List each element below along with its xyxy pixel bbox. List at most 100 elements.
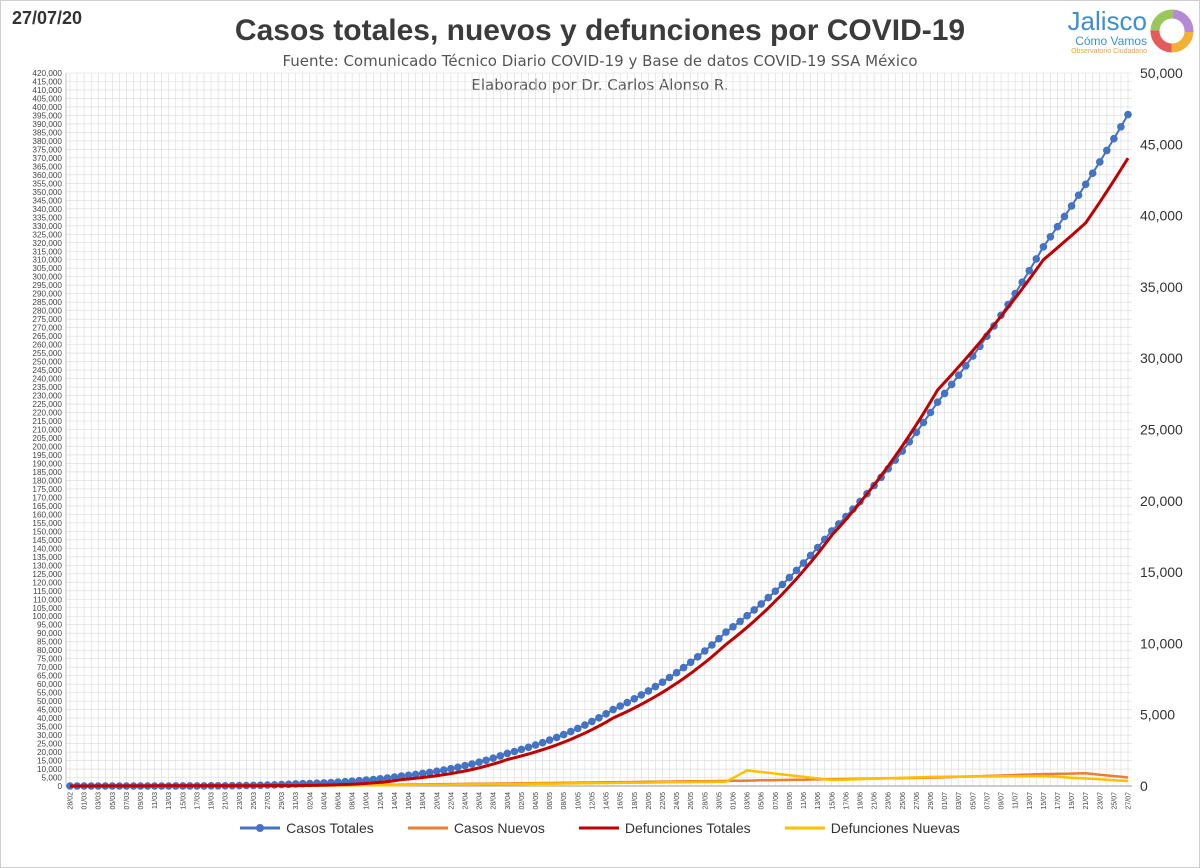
y-left-tick-label: 260,000 [32,341,62,350]
casos-totales-point [792,566,801,575]
x-tick-label: 28/05 [702,792,709,810]
x-tick-label: 03/07 [956,792,963,810]
x-tick-label: 14/04 [392,792,399,810]
x-tick-label: 02/05 [519,792,526,810]
casos-totales-point [1074,191,1083,199]
y-left-tick-label: 140,000 [32,544,62,553]
legend-defunciones-nuevas: Defunciones Nuevas [784,820,960,836]
y-left-tick-label: 305,000 [32,264,62,273]
casos-totales-point [701,647,709,655]
x-tick-label: 27/07 [1126,792,1133,810]
y-left-tick-label: 285,000 [32,298,62,307]
y-left-tick-label: 5,000 [42,774,63,783]
y-left-tick-label: 295,000 [32,281,62,290]
casos-totales-point [454,763,462,772]
y-left-tick-label: 340,000 [32,205,62,214]
y-left-tick-label: 360,000 [32,171,62,180]
legend-casos-totales-label: Casos Totales [286,820,374,836]
casos-totales-point [595,714,603,722]
x-tick-label: 06/05 [547,792,554,810]
casos-totales-point [482,756,490,765]
x-tick-label: 03/06 [745,792,752,810]
casos-totales-point [679,663,688,672]
x-tick-label: 15/03 [180,792,187,810]
y-left-tick-label: 375,000 [32,145,62,154]
y-left-tick-label: 300,000 [32,273,62,282]
casos-totales-point [715,634,723,643]
x-tick-label: 28/02 [68,792,75,810]
y-left-tick-label: 320,000 [32,239,62,248]
legend-defunciones-totales-label: Defunciones Totales [624,820,751,836]
x-tick-label: 17/07 [1055,792,1062,810]
x-tick-label: 24/05 [674,792,681,810]
casos-totales-point [1110,134,1118,143]
x-tick-label: 09/03 [138,792,145,810]
y-left-tick-label: 35,000 [37,723,62,732]
x-tick-label: 23/07 [1097,792,1104,810]
y-left-tick-label: 80,000 [37,646,62,655]
casos-totales-point [503,749,512,758]
y-right-tick-label: 50,000 [1140,65,1183,81]
casos-totales-point [940,389,949,398]
y-left-tick-label: 310,000 [32,256,62,265]
y-left-tick-label: 195,000 [32,451,62,460]
x-tick-label: 17/06 [843,792,850,810]
y-left-tick-label: 135,000 [32,553,62,562]
x-tick-label: 26/05 [688,792,695,810]
y-left-tick-label: 335,000 [32,213,62,222]
casos-totales-point [693,653,702,661]
casos-totales-point [1060,212,1069,221]
x-tick-label: 08/04 [350,792,357,810]
x-tick-label: 16/04 [406,792,413,810]
casos-totales-point [736,617,744,626]
x-tick-label: 13/06 [815,792,822,810]
casos-totales-point [468,760,476,768]
y-left-tick-label: 130,000 [32,561,62,570]
y-right-tick-label: 45,000 [1140,136,1183,152]
x-tick-label: 22/04 [448,792,455,810]
x-tick-label: 28/04 [491,792,498,810]
y-left-tick-label: 180,000 [32,476,62,485]
chart-title: Casos totales, nuevos y defunciones por … [234,14,966,47]
casos-totales-point [602,710,610,718]
x-tick-label: 05/03 [110,792,117,810]
y-left-tick-label: 40,000 [37,714,62,723]
casos-totales-point [1088,169,1097,177]
x-tick-label: 10/04 [364,792,371,810]
casos-totales-point [665,673,674,682]
x-tick-label: 11/07 [1013,792,1020,809]
x-tick-label: 23/06 [886,792,893,810]
casos-totales-point [1081,180,1090,189]
x-tick-label: 10/05 [575,792,582,810]
casos-totales-point [912,428,921,437]
x-tick-label: 18/05 [632,792,639,810]
casos-totales-point [708,641,716,649]
casos-totales-point [799,559,808,567]
casos-totales-point [672,668,681,677]
series-defunciones-totales-line [70,157,1130,788]
casos-totales-point [686,658,695,667]
x-tick-label: 14/05 [604,792,611,810]
casos-totales-point [538,738,547,747]
casos-totales-point [1117,123,1125,131]
y-left-tick-label: 215,000 [32,417,62,426]
x-tick-label: 21/06 [872,792,879,810]
casos-totales-point [1032,255,1041,263]
x-tick-label: 08/05 [561,792,568,810]
x-tick-label: 02/04 [307,792,314,810]
casos-totales-point [616,702,624,710]
x-tick-label: 23/03 [237,792,244,810]
y-left-tick-label: 355,000 [32,179,62,188]
x-tick-label: 20/04 [434,792,441,810]
casos-totales-point [651,682,660,691]
casos-totales-point [926,408,935,417]
y-left-tick-label: 325,000 [32,230,62,239]
x-tick-label: 18/04 [420,792,427,810]
x-tick-label: 07/06 [773,792,780,810]
x-tick-label: 25/07 [1111,792,1118,810]
y-left-tick-label: 345,000 [32,196,62,205]
casos-totales-point [630,695,639,703]
casos-totales-point [475,758,483,766]
casos-totales-point [729,623,737,631]
y-left-tick-label: 210,000 [32,426,62,435]
